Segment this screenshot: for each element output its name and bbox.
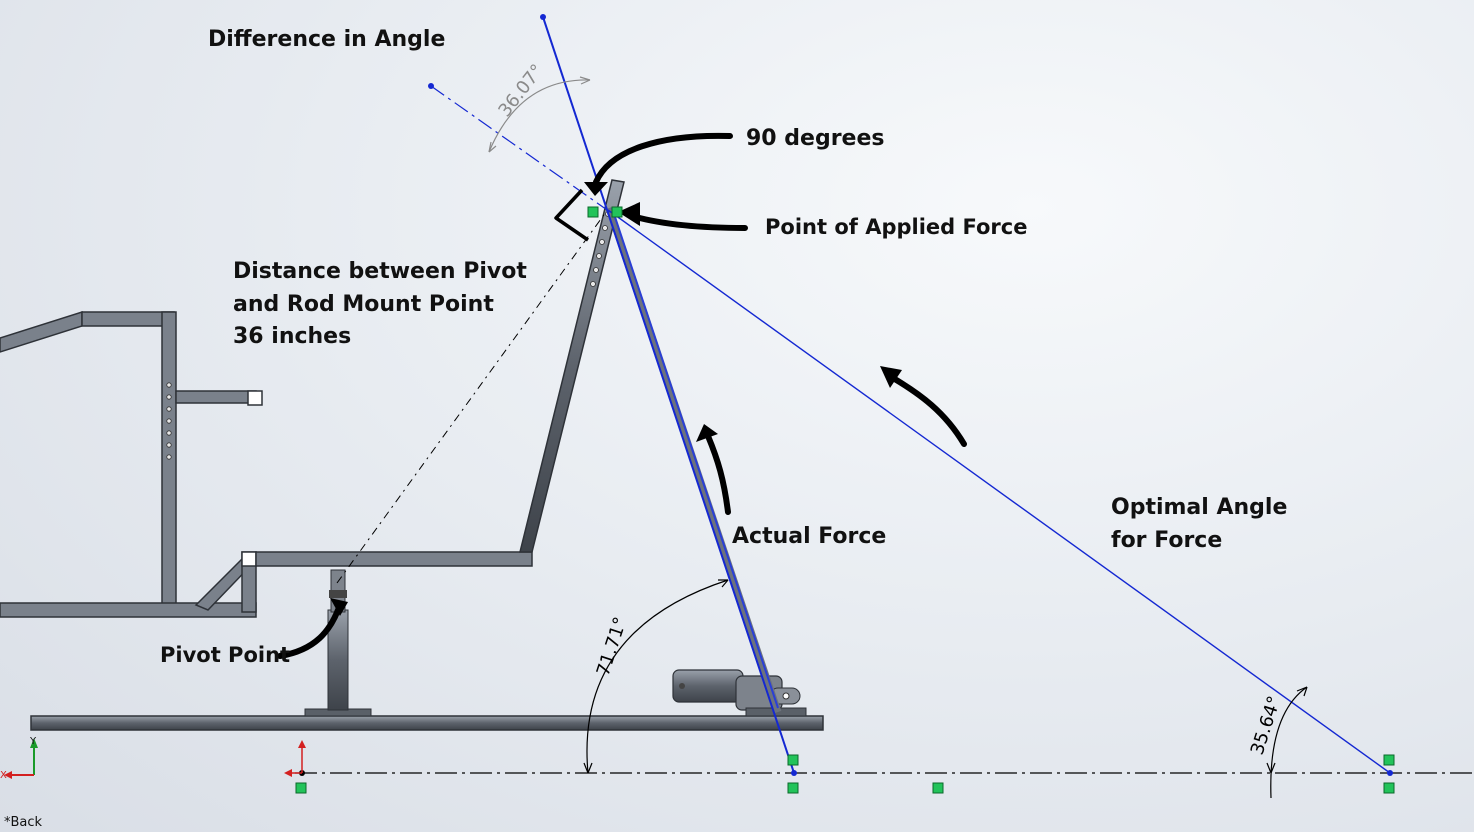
annotation-arrow-actual-force xyxy=(696,424,731,515)
angle-dimension-optimal xyxy=(1266,686,1308,799)
label-optimal-angle-line-2: for Force xyxy=(1111,528,1223,553)
label-point-of-applied-force: Point of Applied Force xyxy=(765,215,1028,239)
right-angle-bracket xyxy=(554,188,589,242)
actuator-rod xyxy=(605,206,782,714)
dimension-actual-value: 71.71° xyxy=(593,614,632,678)
pivot-to-mount-line xyxy=(336,211,607,584)
label-distance-line-1: Distance between Pivot xyxy=(233,259,527,284)
axis-x-label: X xyxy=(0,770,7,781)
sketch-endpoint xyxy=(428,83,434,89)
sketch-endpoint xyxy=(791,770,797,776)
label-actual-force: Actual Force xyxy=(732,524,887,549)
angle-dimension-difference xyxy=(488,76,591,153)
backrest-post xyxy=(519,179,625,553)
annotation-arrow-optimal-force xyxy=(880,366,967,447)
frame-adjust-holes xyxy=(166,382,172,460)
label-distance-line-2: and Rod Mount Point xyxy=(233,292,494,317)
label-distance-line-3: 36 inches xyxy=(233,324,352,349)
chair-frame xyxy=(0,310,533,618)
axis-y-label: Y xyxy=(29,736,37,747)
base-rail xyxy=(30,715,824,731)
optimal-force-line xyxy=(607,209,1391,774)
view-orientation-triad-icon: Y X xyxy=(0,736,38,781)
label-pivot-point: Pivot Point xyxy=(160,643,291,667)
label-difference-in-angle: Difference in Angle xyxy=(208,27,446,52)
annotation-arrow-applied-force xyxy=(618,202,748,231)
angle-dimension-actual xyxy=(583,579,729,774)
sketch-origin-icon xyxy=(284,740,306,777)
sketch-endpoint xyxy=(1387,770,1393,776)
sketch-endpoint xyxy=(540,14,546,20)
sketch-relation-markers xyxy=(295,206,1395,794)
annotation-arrow-pivot-point xyxy=(277,598,348,659)
label-90-degrees: 90 degrees xyxy=(746,126,885,151)
view-orientation-label: *Back xyxy=(4,815,43,830)
annotation-arrow-90-degrees xyxy=(584,132,733,196)
linear-actuator-motor xyxy=(672,669,807,717)
actual-force-line xyxy=(542,16,795,774)
label-optimal-angle-line-1: Optimal Angle xyxy=(1111,495,1288,520)
